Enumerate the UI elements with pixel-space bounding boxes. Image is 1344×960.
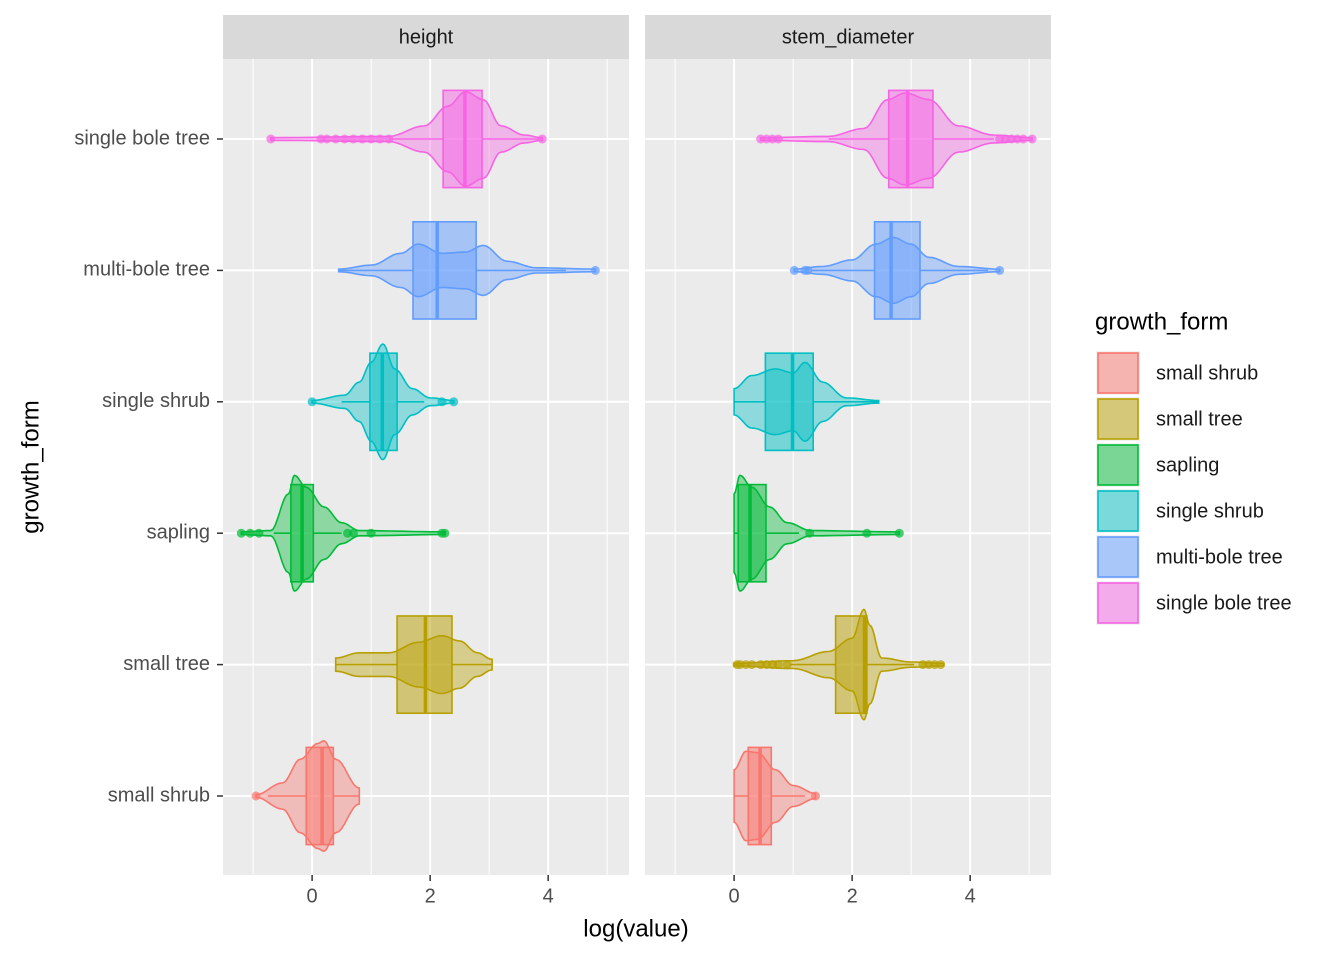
box <box>873 220 921 320</box>
strip-label: stem_diameter <box>782 26 915 48</box>
outlier <box>375 134 385 144</box>
panel-background <box>645 59 1051 875</box>
outlier <box>307 397 317 407</box>
outlier <box>348 134 358 144</box>
outlier <box>936 660 946 670</box>
y-tick-label: small shrub <box>108 784 210 806</box>
outlier <box>437 397 447 407</box>
strip-label: height <box>399 26 454 48</box>
outlier <box>811 791 821 801</box>
legend-label: single bole tree <box>1156 592 1292 614</box>
outlier <box>366 134 376 144</box>
outlier <box>357 134 367 144</box>
x-tick-label: 2 <box>425 885 436 907</box>
outlier <box>773 134 783 144</box>
outlier <box>254 528 264 538</box>
outlier <box>440 528 450 538</box>
outlier <box>894 528 904 538</box>
y-tick-label: sapling <box>147 521 210 543</box>
outlier <box>266 134 276 144</box>
legend-key <box>1097 490 1139 532</box>
box <box>442 89 483 189</box>
outlier <box>773 660 783 670</box>
outlier <box>590 265 600 275</box>
violin-group <box>334 615 493 715</box>
outlier <box>366 528 376 538</box>
outlier <box>803 265 813 275</box>
outlier <box>384 134 394 144</box>
x-tick-label: 2 <box>847 885 858 907</box>
box <box>764 352 814 452</box>
violin-group <box>251 739 361 853</box>
legend-label: single shrub <box>1156 500 1264 522</box>
outlier <box>245 528 255 538</box>
outlier <box>251 791 261 801</box>
x-tick-label: 0 <box>307 885 318 907</box>
outlier <box>747 660 757 670</box>
outlier <box>1018 134 1028 144</box>
y-tick-label: small tree <box>123 653 210 675</box>
y-tick-label: single bole tree <box>74 127 210 149</box>
outlier <box>449 397 459 407</box>
outlier <box>805 528 815 538</box>
violin-group <box>266 89 547 189</box>
outlier <box>782 660 792 670</box>
legend-key <box>1097 398 1139 440</box>
panel-background <box>223 59 629 875</box>
box <box>887 89 934 189</box>
legend-label: small tree <box>1156 408 1243 430</box>
violin-group <box>236 474 450 592</box>
legend-title: growth_form <box>1095 308 1228 335</box>
box <box>305 746 335 846</box>
outlier <box>789 265 799 275</box>
outlier <box>348 528 358 538</box>
outlier <box>862 528 872 538</box>
legend-key <box>1097 352 1139 394</box>
x-axis-title: log(value) <box>583 915 688 942</box>
violin-group <box>337 220 600 320</box>
legend-key <box>1097 444 1139 486</box>
violin-group <box>733 352 880 452</box>
outlier <box>340 134 350 144</box>
strip-background <box>645 15 1051 59</box>
box <box>737 483 767 583</box>
legend-key <box>1097 582 1139 624</box>
violin-group <box>756 89 1037 189</box>
y-axis-title: growth_form <box>17 400 44 533</box>
legend-label: multi-bole tree <box>1156 546 1283 568</box>
violin-group <box>732 608 946 721</box>
outlier <box>331 134 341 144</box>
outlier <box>322 134 332 144</box>
legend-key <box>1097 536 1139 578</box>
violin-group <box>789 220 1005 320</box>
outlier <box>236 528 246 538</box>
legend-label: sapling <box>1156 454 1219 476</box>
x-tick-label: 4 <box>965 885 976 907</box>
x-tick-label: 4 <box>543 885 554 907</box>
outlier <box>995 265 1005 275</box>
box <box>412 220 477 320</box>
y-tick-label: single shrub <box>102 390 210 412</box>
legend-label: small shrub <box>1156 362 1258 384</box>
strip-background <box>223 15 629 59</box>
violin-group <box>733 746 821 846</box>
violin-group <box>307 343 459 461</box>
x-tick-label: 0 <box>729 885 740 907</box>
y-tick-label: multi-bole tree <box>83 259 210 281</box>
outlier <box>537 134 547 144</box>
box <box>834 615 868 715</box>
violin-group <box>733 474 904 592</box>
outlier <box>1027 134 1037 144</box>
